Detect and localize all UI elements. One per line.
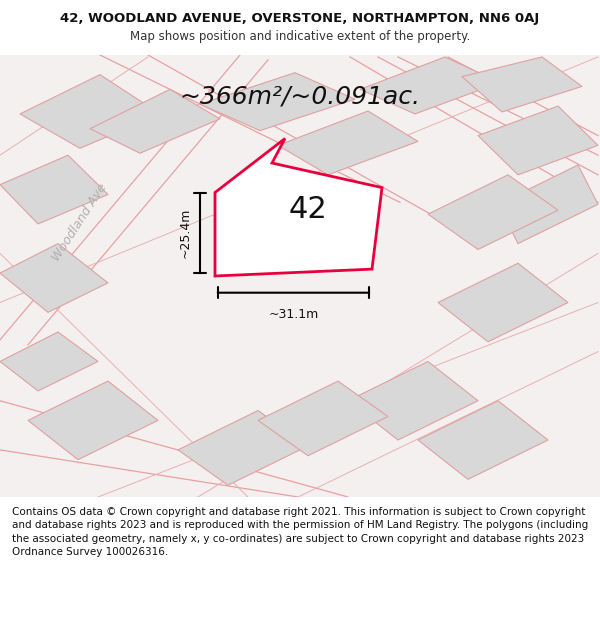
Text: Woodland Ave: Woodland Ave (50, 181, 110, 263)
Text: Contains OS data © Crown copyright and database right 2021. This information is : Contains OS data © Crown copyright and d… (12, 508, 588, 557)
Polygon shape (178, 411, 308, 485)
Text: 42, WOODLAND AVENUE, OVERSTONE, NORTHAMPTON, NN6 0AJ: 42, WOODLAND AVENUE, OVERSTONE, NORTHAMP… (61, 12, 539, 25)
Polygon shape (200, 72, 355, 131)
Text: ~25.4m: ~25.4m (179, 208, 192, 259)
Polygon shape (360, 57, 500, 114)
Polygon shape (90, 89, 220, 153)
Polygon shape (0, 332, 98, 391)
Polygon shape (258, 381, 388, 456)
Text: ~31.1m: ~31.1m (268, 308, 319, 321)
Polygon shape (418, 401, 548, 479)
Text: Map shows position and indicative extent of the property.: Map shows position and indicative extent… (130, 30, 470, 43)
Polygon shape (28, 381, 158, 459)
Text: ~366m²/~0.091ac.: ~366m²/~0.091ac. (179, 84, 421, 108)
Polygon shape (462, 57, 582, 112)
Polygon shape (20, 74, 160, 148)
Polygon shape (438, 263, 568, 342)
Text: 42: 42 (289, 195, 328, 224)
Polygon shape (348, 361, 478, 440)
Polygon shape (0, 155, 108, 224)
Polygon shape (478, 106, 598, 175)
Polygon shape (498, 165, 598, 244)
Polygon shape (428, 175, 558, 249)
Polygon shape (278, 111, 418, 175)
Polygon shape (0, 244, 108, 312)
Polygon shape (215, 139, 382, 276)
